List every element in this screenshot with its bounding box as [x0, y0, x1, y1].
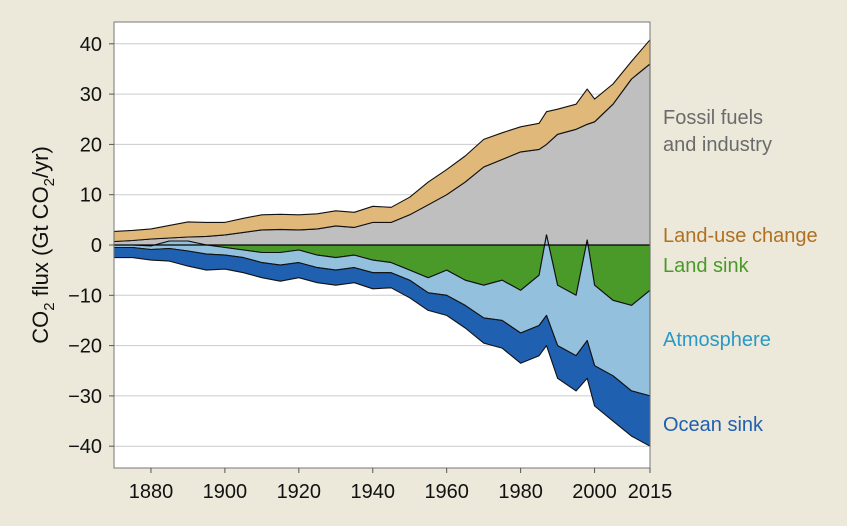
x-tick-label: 1900	[203, 481, 248, 503]
x-axis-ticks: 1880 1900 1920 1940 1960 1980 2000 2015	[129, 468, 673, 503]
y-tick-label: −30	[68, 386, 102, 408]
x-tick-label: 1880	[129, 481, 174, 503]
y-tick-label: 30	[80, 84, 102, 106]
y-tick-label: −40	[68, 436, 102, 458]
x-tick-label: 1960	[424, 481, 469, 503]
series-label: Ocean sink	[663, 414, 764, 436]
x-tick-label: 1940	[351, 481, 396, 503]
y-tick-label: 40	[80, 34, 102, 56]
y-tick-label: 20	[80, 134, 102, 156]
y-tick-label: 0	[91, 235, 102, 257]
x-tick-label: 1920	[277, 481, 322, 503]
y-tick-label: 10	[80, 185, 102, 207]
x-tick-label: 2015	[628, 481, 673, 503]
series-label: Atmosphere	[663, 329, 771, 351]
y-tick-label: −10	[68, 285, 102, 307]
series-labels: Fossil fuels and industry Land-use change…	[663, 107, 818, 436]
stacked-areas	[113, 39, 651, 447]
series-label: and industry	[663, 134, 772, 156]
x-tick-label: 2000	[572, 481, 617, 503]
y-tick-label: −20	[68, 336, 102, 358]
series-label: Land-use change	[663, 225, 818, 247]
y-axis-ticks: 40 30 20 10 0 −10 −20 −30 −40	[68, 34, 114, 458]
series-label: Land sink	[663, 255, 750, 277]
y-axis-label: CO2 flux (Gt CO2/yr)	[28, 146, 58, 344]
series-label: Fossil fuels	[663, 107, 763, 129]
x-tick-label: 1980	[498, 481, 543, 503]
grid-lines	[114, 43, 650, 447]
